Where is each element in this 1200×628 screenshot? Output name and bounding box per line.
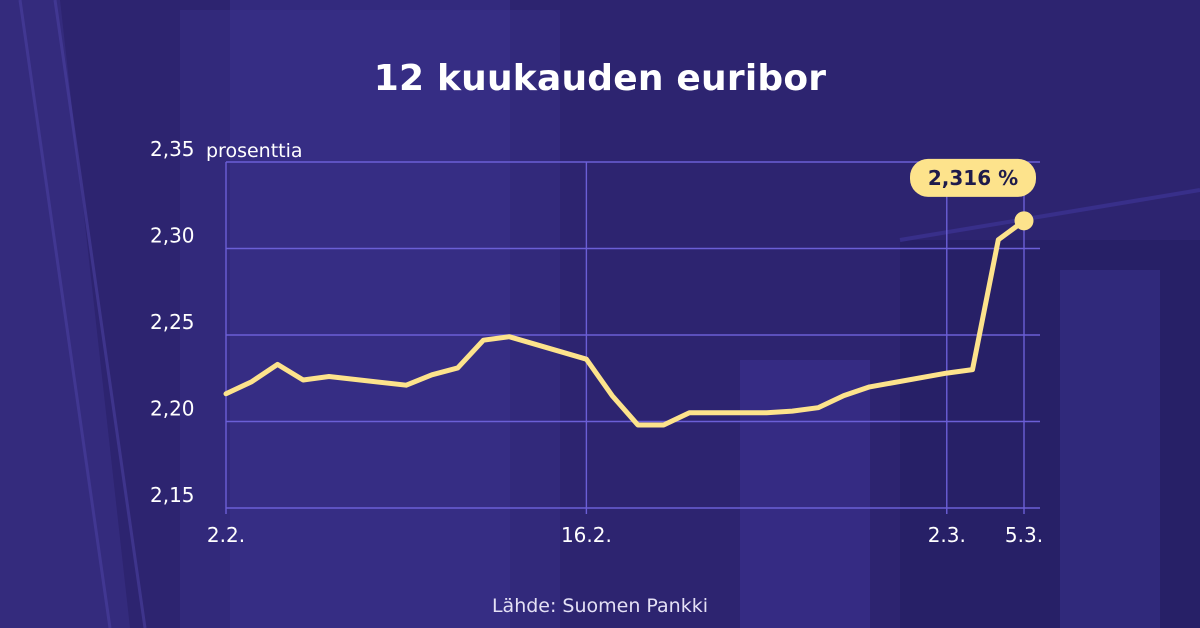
x-tick-label: 16.2.: [561, 523, 612, 547]
source-note: Lähde: Suomen Pankki: [491, 595, 709, 617]
value-callout-bubble: [910, 158, 1036, 197]
y-tick-label: 2,15: [150, 483, 195, 507]
y-tick-label: 2,35: [150, 137, 195, 161]
x-tick-label: 2.3.: [928, 523, 966, 547]
y-tick-label: 2,30: [150, 224, 195, 248]
value-callout-label: 2,316 %: [928, 166, 1018, 190]
series-line: [223, 218, 1027, 428]
x-tick-label: 2.2.: [207, 523, 245, 547]
y-tick-label: 2,20: [150, 397, 195, 421]
x-tick-label: 5.3.: [1005, 523, 1043, 547]
end-point-marker: [1014, 211, 1034, 231]
y-axis-unit-label: prosenttia: [206, 140, 303, 162]
y-tick-label: 2,25: [150, 310, 195, 334]
chart-title: 12 kuukauden euribor: [373, 58, 827, 99]
value-callout: 2,316 %: [910, 158, 1036, 197]
